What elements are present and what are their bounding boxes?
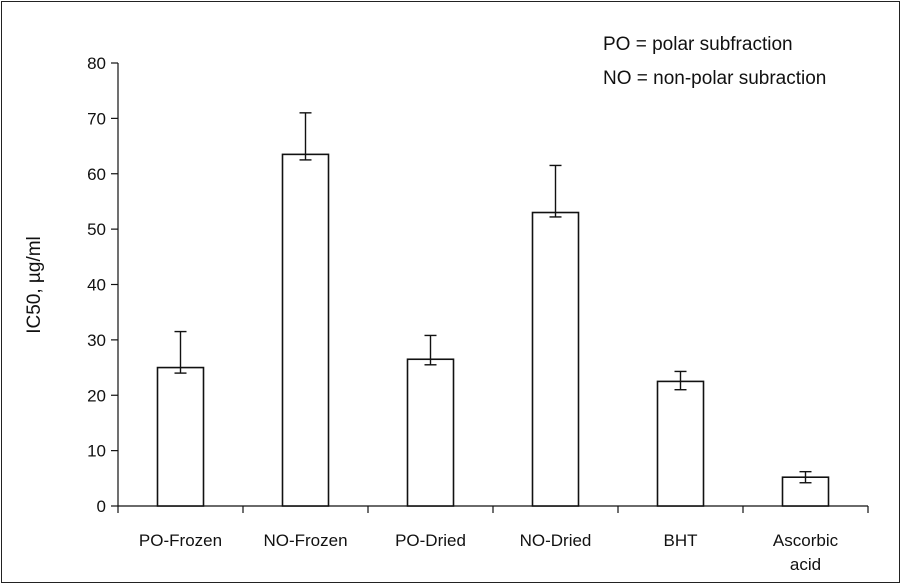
y-tick-label: 40 xyxy=(87,276,106,295)
y-tick-label: 70 xyxy=(87,109,106,128)
bar xyxy=(156,366,205,507)
bar xyxy=(656,380,705,507)
y-tick-label: 80 xyxy=(87,54,106,73)
y-ticks: 0 10 20 30 40 50 60 70 80 xyxy=(87,54,118,516)
x-tick-label: Ascorbic xyxy=(773,531,839,550)
bars xyxy=(156,153,830,507)
error-bars xyxy=(174,112,812,484)
x-tick-label: NO-Dried xyxy=(520,531,592,550)
legend-note-po: PO = polar subfraction xyxy=(603,34,793,55)
bar xyxy=(281,153,330,507)
legend-note-no: NO = non-polar subraction xyxy=(603,68,826,89)
y-tick-label: 10 xyxy=(87,442,106,461)
y-tick-label: 50 xyxy=(87,220,106,239)
bar xyxy=(531,211,580,507)
x-tick-labels: PO-Frozen NO-Frozen PO-Dried NO-Dried BHT Asc… xyxy=(139,531,839,574)
axes xyxy=(117,63,869,513)
x-tick-label: acid xyxy=(790,555,821,574)
y-tick-label: 60 xyxy=(87,165,106,184)
x-tick-label: PO-Frozen xyxy=(139,531,222,550)
x-tick-label: PO-Dried xyxy=(395,531,466,550)
y-tick-label: 20 xyxy=(87,386,106,405)
x-tick-label: BHT xyxy=(664,531,698,550)
bar xyxy=(406,358,455,507)
y-tick-label: 30 xyxy=(87,331,106,350)
y-axis-label: IC50, µg/ml xyxy=(24,236,45,334)
y-tick-label: 0 xyxy=(97,497,106,516)
x-tick-label: NO-Frozen xyxy=(263,531,347,550)
